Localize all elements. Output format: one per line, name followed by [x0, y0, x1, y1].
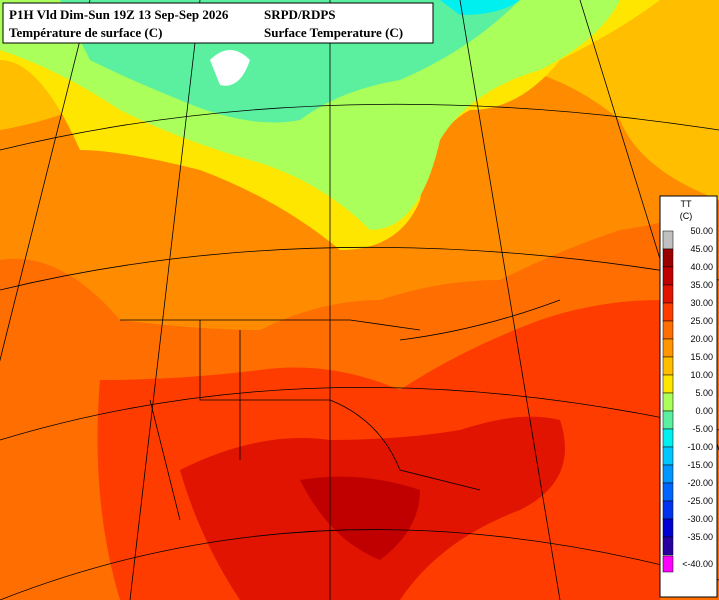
legend-swatch	[662, 356, 674, 376]
header-text: Surface Temperature (C)	[264, 25, 403, 40]
legend-label: 25.00	[690, 316, 713, 326]
legend-swatch	[662, 410, 674, 430]
legend-swatch	[662, 374, 674, 394]
legend-label: 35.00	[690, 280, 713, 290]
borders	[120, 299, 561, 521]
legend-label: 10.00	[690, 370, 713, 380]
legend-label: -30.00	[687, 514, 713, 524]
legend-label: <-40.00	[682, 559, 713, 569]
header-text: Température de surface (C)	[9, 25, 162, 40]
legend-label: 15.00	[690, 352, 713, 362]
header-text: SRPD/RDPS	[264, 7, 336, 22]
legend-swatch	[662, 284, 674, 304]
legend-swatch	[662, 230, 674, 250]
legend-swatch	[662, 464, 674, 484]
legend-swatch	[662, 518, 674, 538]
legend-swatch	[662, 500, 674, 520]
legend-swatch	[662, 392, 674, 412]
header-text: P1H Vld Dim-Sun 19Z 13 Sep-Sep 2026	[9, 7, 229, 22]
legend-label: 30.00	[690, 298, 713, 308]
legend-swatch	[662, 248, 674, 268]
legend-label: 0.00	[695, 406, 713, 416]
region	[440, 0, 520, 15]
graticule	[0, 103, 719, 151]
legend-label: -15.00	[687, 460, 713, 470]
legend-label: -25.00	[687, 496, 713, 506]
legend-swatch	[662, 266, 674, 286]
legend-label: -20.00	[687, 478, 713, 488]
legend-label: 50.00	[690, 226, 713, 236]
graticule	[0, 246, 719, 291]
region	[210, 50, 250, 86]
legend-label: -10.00	[687, 442, 713, 452]
legend-label: 40.00	[690, 262, 713, 272]
legend-swatch	[662, 428, 674, 448]
header-box	[2, 2, 434, 44]
legend-label: 20.00	[690, 334, 713, 344]
graticule	[0, 386, 719, 441]
legend-label: -5.00	[692, 424, 713, 434]
graticule	[0, 529, 719, 600]
legend-swatch	[662, 446, 674, 466]
legend-swatch	[662, 536, 674, 556]
legend-label: -35.00	[687, 532, 713, 542]
legend-unit: (C)	[680, 211, 693, 221]
legend-swatch	[662, 302, 674, 322]
legend-swatch	[662, 320, 674, 340]
legend-label: 45.00	[690, 244, 713, 254]
legend-title: TT	[681, 199, 692, 209]
legend-swatch	[662, 555, 674, 573]
legend-swatch	[662, 338, 674, 358]
legend-swatch	[662, 482, 674, 502]
legend-items: 50.00 45.00 40.00 35.00 30.00 25.00 20.00 15.00…	[662, 226, 713, 573]
legend-label: 5.00	[695, 388, 713, 398]
